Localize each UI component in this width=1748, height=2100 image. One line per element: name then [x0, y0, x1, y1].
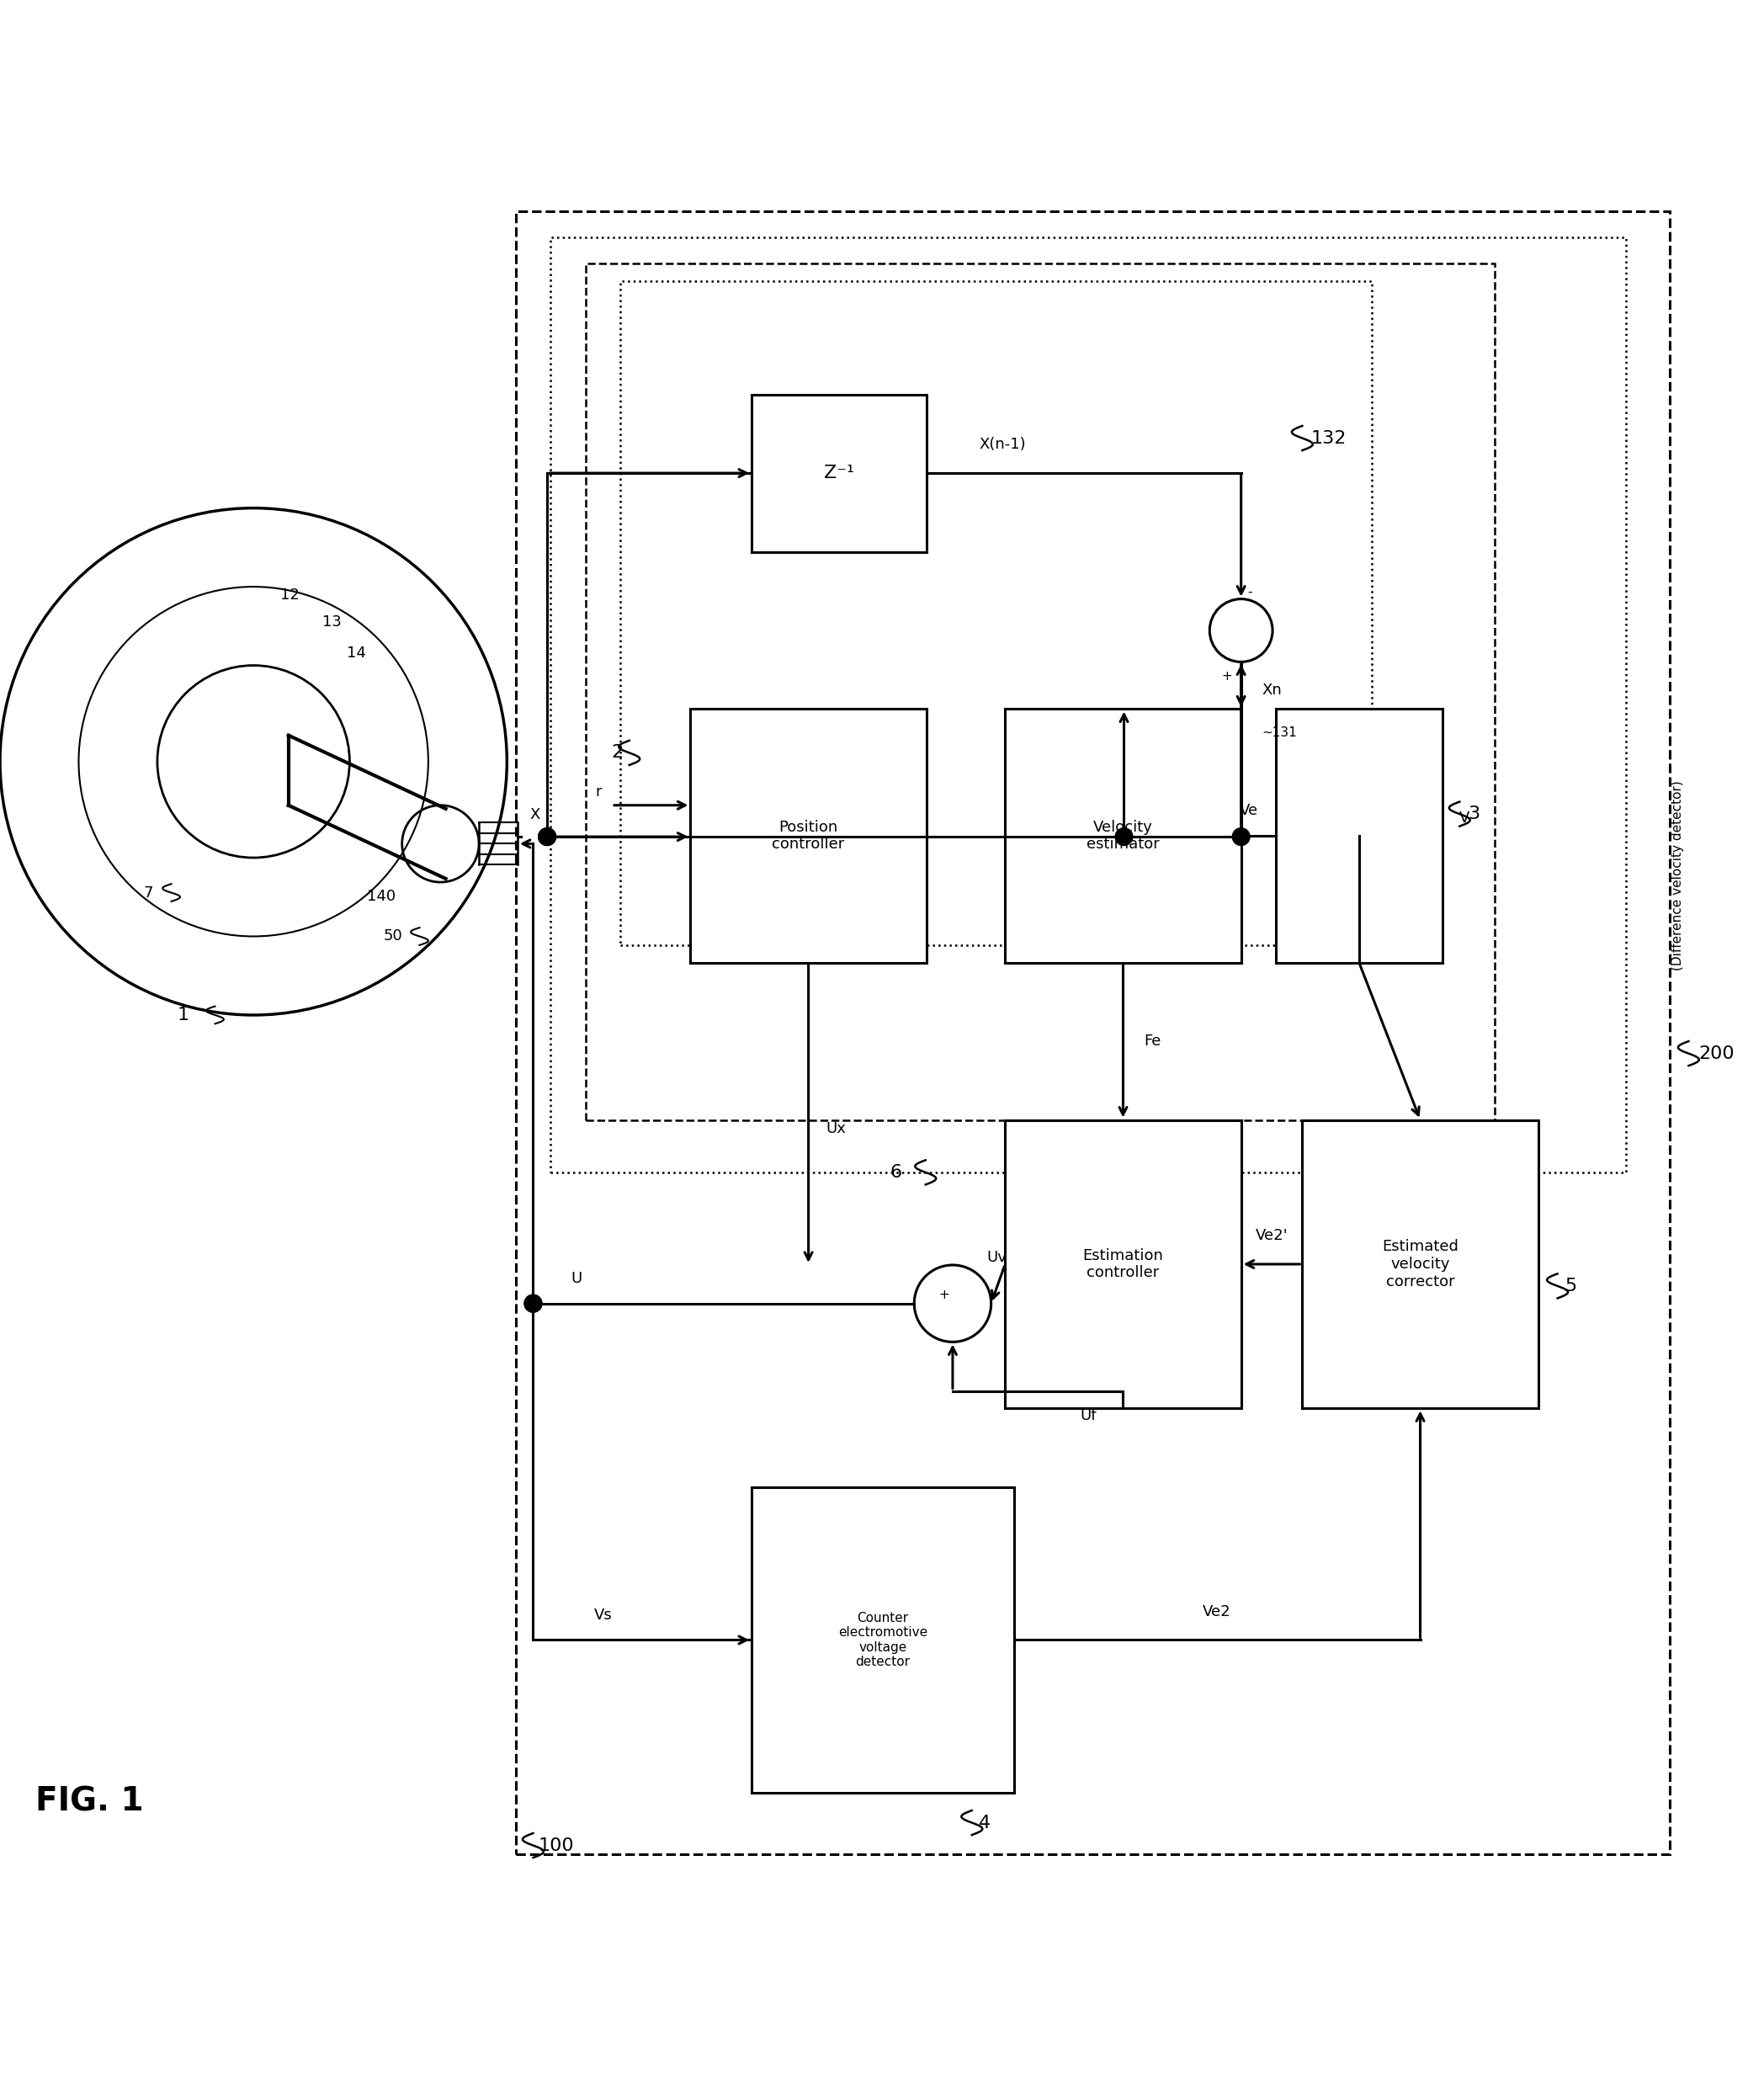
Bar [752, 1487, 1014, 1793]
Text: 200: 200 [1699, 1046, 1736, 1063]
Text: r: r [594, 785, 601, 800]
Bar [1005, 710, 1241, 962]
Text: Ux: Ux [827, 1121, 846, 1136]
Circle shape [524, 1296, 542, 1312]
Text: -: - [1248, 586, 1252, 598]
Text: 4: 4 [979, 1814, 991, 1831]
Text: 132: 132 [1311, 430, 1346, 447]
Text: (Difference velocity detector): (Difference velocity detector) [1671, 781, 1685, 970]
Circle shape [1115, 827, 1133, 846]
Text: 50: 50 [385, 928, 402, 943]
Bar [516, 210, 1669, 1854]
Text: Uv: Uv [986, 1249, 1007, 1264]
Text: 6: 6 [890, 1163, 902, 1180]
Text: Position
controller: Position controller [773, 819, 844, 853]
Text: U: U [572, 1270, 582, 1285]
Text: 7: 7 [143, 884, 154, 901]
Text: 1: 1 [178, 1006, 189, 1023]
Text: 12: 12 [280, 588, 301, 603]
Text: Uf: Uf [1080, 1409, 1098, 1424]
Text: Estimation
controller: Estimation controller [1082, 1247, 1164, 1281]
Text: Xn: Xn [1262, 682, 1281, 697]
Text: Fe: Fe [1143, 1033, 1161, 1048]
Bar [1302, 1119, 1538, 1409]
Text: ~131: ~131 [1262, 727, 1297, 739]
Bar [1005, 1119, 1241, 1409]
Text: +: + [939, 1289, 949, 1302]
Text: V: V [1460, 811, 1470, 825]
Text: X(n-1): X(n-1) [979, 437, 1026, 451]
Bar [551, 237, 1626, 1172]
Text: Estimated
velocity
corrector: Estimated velocity corrector [1383, 1239, 1458, 1289]
Text: +: + [1222, 670, 1232, 682]
Text: 100: 100 [538, 1838, 575, 1854]
Text: Counter
electromotive
voltage
detector: Counter electromotive voltage detector [837, 1611, 928, 1667]
Circle shape [538, 827, 556, 846]
Bar [586, 262, 1495, 1119]
Text: 2: 2 [612, 743, 622, 760]
Text: Z⁻¹: Z⁻¹ [823, 464, 855, 481]
Text: Ve2: Ve2 [1203, 1604, 1231, 1619]
Bar [1276, 710, 1442, 962]
Text: Velocity
estimator: Velocity estimator [1087, 819, 1159, 853]
Text: 5: 5 [1564, 1277, 1577, 1294]
Text: 3: 3 [1468, 806, 1481, 823]
Text: Ve: Ve [1239, 802, 1259, 819]
Bar [621, 281, 1372, 945]
Text: 14: 14 [346, 645, 367, 662]
Circle shape [524, 1296, 542, 1312]
Circle shape [538, 827, 556, 846]
Bar [752, 395, 926, 552]
Text: 13: 13 [322, 613, 343, 630]
Text: Vs: Vs [594, 1606, 612, 1623]
Circle shape [1232, 827, 1250, 846]
Text: Ve2': Ve2' [1255, 1228, 1288, 1243]
Bar [690, 710, 926, 962]
Text: 140: 140 [367, 888, 395, 903]
Text: X: X [530, 808, 540, 823]
Text: FIG. 1: FIG. 1 [35, 1785, 143, 1819]
